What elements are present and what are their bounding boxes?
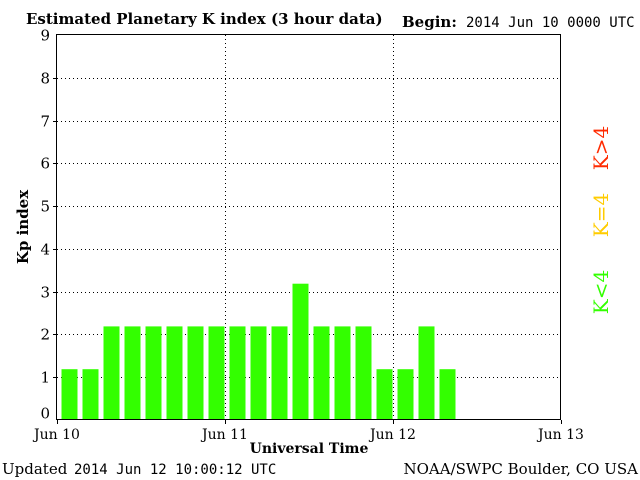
x-tick-label: Jun 11 [200,427,248,443]
kp-bar [250,326,267,420]
x-tick-label: Jun 13 [536,427,584,443]
legend-entry: K>4 [589,126,613,170]
x-axis-label: Universal Time [250,441,369,457]
y-tick-label: 1 [40,369,50,387]
y-tick-label: 7 [40,113,50,131]
kp-bar [355,326,372,420]
bar-series [61,283,456,420]
y-tick-label: 9 [40,27,50,45]
kp-bar [166,326,183,420]
x-tick-label: Jun 10 [32,427,80,443]
legend: K>4 K=4 K<4 [589,126,613,314]
kp-bar [145,326,162,420]
kp-bar [229,326,246,420]
legend-entry: K=4 [589,193,613,237]
y-tick-label: 8 [40,70,50,88]
kp-bar [271,326,288,420]
kp-bar [124,326,141,420]
chart-title: Estimated Planetary K index (3 hour data… [26,10,383,28]
begin-value: 2014 Jun 10 0000 UTC [466,15,635,31]
x-tick-label: Jun 12 [368,427,416,443]
y-tick-label: 5 [40,198,50,216]
y-axis-label: Kp index [14,189,32,264]
legend-entry: K<4 [589,270,613,314]
kp-bar [292,283,309,420]
credit-text: NOAA/SWPC Boulder, CO USA [403,460,638,478]
plot-frame [56,34,561,420]
y-tick-label: 6 [40,155,50,173]
begin-label: Begin: [402,13,457,31]
kp-bar [313,326,330,420]
kp-bar [439,369,456,420]
kp-bar [397,369,414,420]
y-tick-label: 2 [40,326,50,344]
updated-label: Updated [2,460,68,478]
kp-bar [418,326,435,420]
kp-bar [208,326,225,420]
kp-bar [103,326,120,420]
kp-bar [187,326,204,420]
kp-bar [334,326,351,420]
grid-lines [57,35,561,420]
y-axis-ticks: 0 1 2 3 4 5 6 7 8 9 [40,27,57,423]
y-tick-label: 0 [40,405,50,423]
kp-bar [82,369,99,420]
y-tick-label: 4 [40,241,50,259]
kp-bar [61,369,78,420]
kp-bar [376,369,393,420]
x-axis-ticks: Jun 10 Jun 11 Jun 12 Jun 13 [32,420,584,443]
y-tick-label: 3 [40,284,50,302]
updated-value: 2014 Jun 12 10:00:12 UTC [74,462,276,478]
